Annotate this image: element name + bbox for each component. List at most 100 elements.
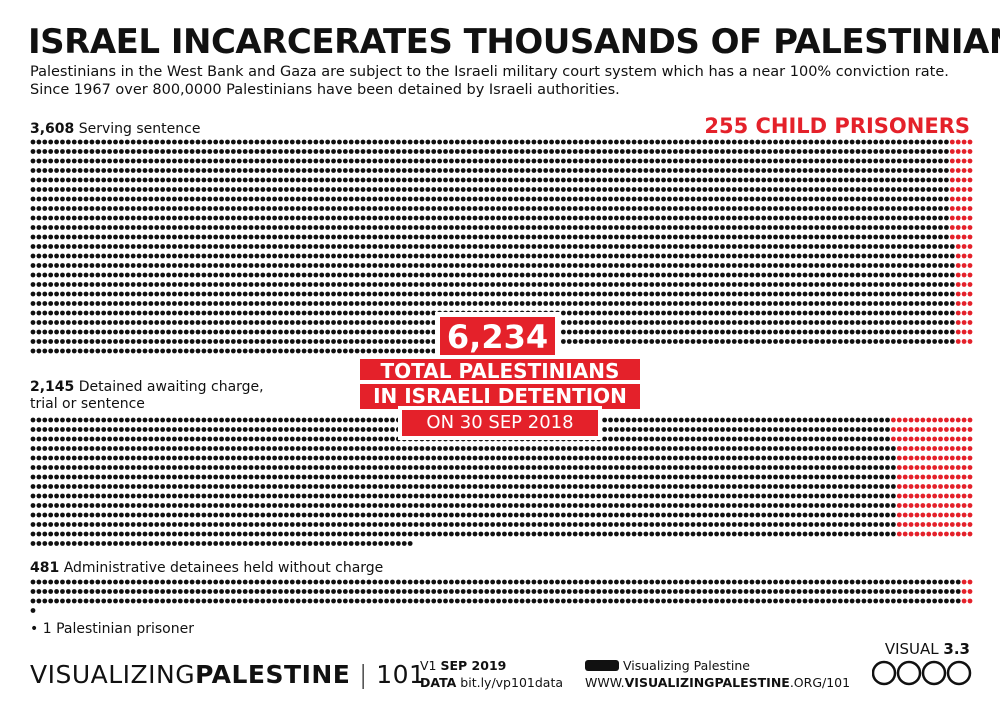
dot <box>384 196 389 202</box>
dot <box>118 417 124 423</box>
dot <box>313 310 319 316</box>
dot <box>172 474 177 480</box>
dot <box>843 225 849 230</box>
dot <box>71 320 77 325</box>
dot <box>407 225 413 230</box>
dot <box>820 417 826 423</box>
dot <box>54 301 59 306</box>
dot <box>849 320 855 325</box>
dot <box>879 291 885 297</box>
dot <box>36 215 42 221</box>
dot <box>384 206 389 211</box>
dot <box>60 493 65 499</box>
dot <box>649 474 655 480</box>
dot <box>602 310 608 316</box>
dot <box>502 234 507 240</box>
dot <box>42 168 48 173</box>
dot <box>348 272 354 278</box>
dot <box>566 215 572 221</box>
dot <box>65 253 71 259</box>
dot <box>578 493 584 499</box>
dot <box>378 320 384 325</box>
dot <box>42 484 48 489</box>
dot <box>914 436 920 442</box>
dot <box>230 465 236 470</box>
dot <box>537 310 543 316</box>
dot <box>938 149 943 154</box>
dot <box>242 196 248 202</box>
dot <box>773 206 778 211</box>
dot <box>118 168 124 173</box>
dot <box>566 272 572 278</box>
dot <box>460 446 466 451</box>
dot <box>407 493 413 499</box>
dot <box>896 149 902 154</box>
dot <box>955 158 961 164</box>
dot <box>767 196 773 202</box>
dot <box>637 177 643 183</box>
dot <box>337 263 342 268</box>
dot <box>820 234 826 240</box>
dot <box>183 417 189 423</box>
dot <box>431 320 437 325</box>
dot <box>525 139 531 145</box>
dot <box>596 234 602 240</box>
dot <box>172 263 177 268</box>
dot <box>230 455 236 461</box>
dot <box>490 139 496 145</box>
dot <box>242 348 248 354</box>
dot <box>867 465 873 470</box>
dot <box>867 427 873 432</box>
dot <box>584 177 590 183</box>
dot <box>938 196 943 202</box>
dot <box>873 272 879 278</box>
dot <box>354 196 360 202</box>
dot <box>896 158 902 164</box>
dot <box>731 206 737 211</box>
dot <box>543 139 549 145</box>
dot <box>867 446 873 451</box>
dot <box>490 187 496 192</box>
dot <box>225 339 230 344</box>
dot <box>672 427 678 432</box>
dot <box>378 234 384 240</box>
dot <box>301 436 307 442</box>
dot <box>366 455 372 461</box>
dot <box>614 196 619 202</box>
dot <box>890 474 896 480</box>
dot <box>837 436 843 442</box>
dot <box>295 139 301 145</box>
dot <box>130 206 136 211</box>
dot <box>555 177 560 183</box>
dot <box>454 446 460 451</box>
dot <box>543 263 549 268</box>
dot <box>136 436 142 442</box>
dot <box>519 253 525 259</box>
dot <box>714 320 719 325</box>
dot <box>107 301 113 306</box>
dot <box>920 329 926 335</box>
dot <box>749 436 755 442</box>
dot <box>401 149 407 154</box>
dot <box>608 139 613 145</box>
dot <box>65 215 71 221</box>
dot <box>708 282 714 287</box>
dot <box>767 484 773 489</box>
dot <box>401 234 407 240</box>
dot <box>348 484 354 489</box>
dot <box>631 244 637 249</box>
dot <box>466 291 472 297</box>
dot <box>348 427 354 432</box>
dot <box>896 225 902 230</box>
dot <box>696 215 702 221</box>
dot <box>384 493 389 499</box>
dot <box>690 253 696 259</box>
dot <box>496 282 501 287</box>
dot <box>584 282 590 287</box>
dot <box>667 206 672 211</box>
dot <box>366 234 372 240</box>
dot <box>395 310 401 316</box>
dot <box>820 168 826 173</box>
dot <box>295 484 301 489</box>
dot <box>938 168 943 173</box>
